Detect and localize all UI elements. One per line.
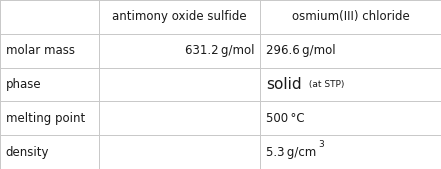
- Text: antimony oxide sulfide: antimony oxide sulfide: [112, 10, 247, 23]
- Text: phase: phase: [6, 78, 41, 91]
- Text: molar mass: molar mass: [6, 44, 75, 57]
- Text: 3: 3: [318, 140, 324, 149]
- Text: melting point: melting point: [6, 112, 85, 125]
- Text: solid: solid: [266, 77, 302, 92]
- Text: (at STP): (at STP): [306, 80, 345, 89]
- Text: density: density: [6, 146, 49, 159]
- Text: 631.2 g/mol: 631.2 g/mol: [185, 44, 254, 57]
- Text: osmium(III) chloride: osmium(III) chloride: [292, 10, 410, 23]
- Text: 500 °C: 500 °C: [266, 112, 305, 125]
- Text: 5.3 g/cm: 5.3 g/cm: [266, 146, 316, 159]
- Text: 296.6 g/mol: 296.6 g/mol: [266, 44, 336, 57]
